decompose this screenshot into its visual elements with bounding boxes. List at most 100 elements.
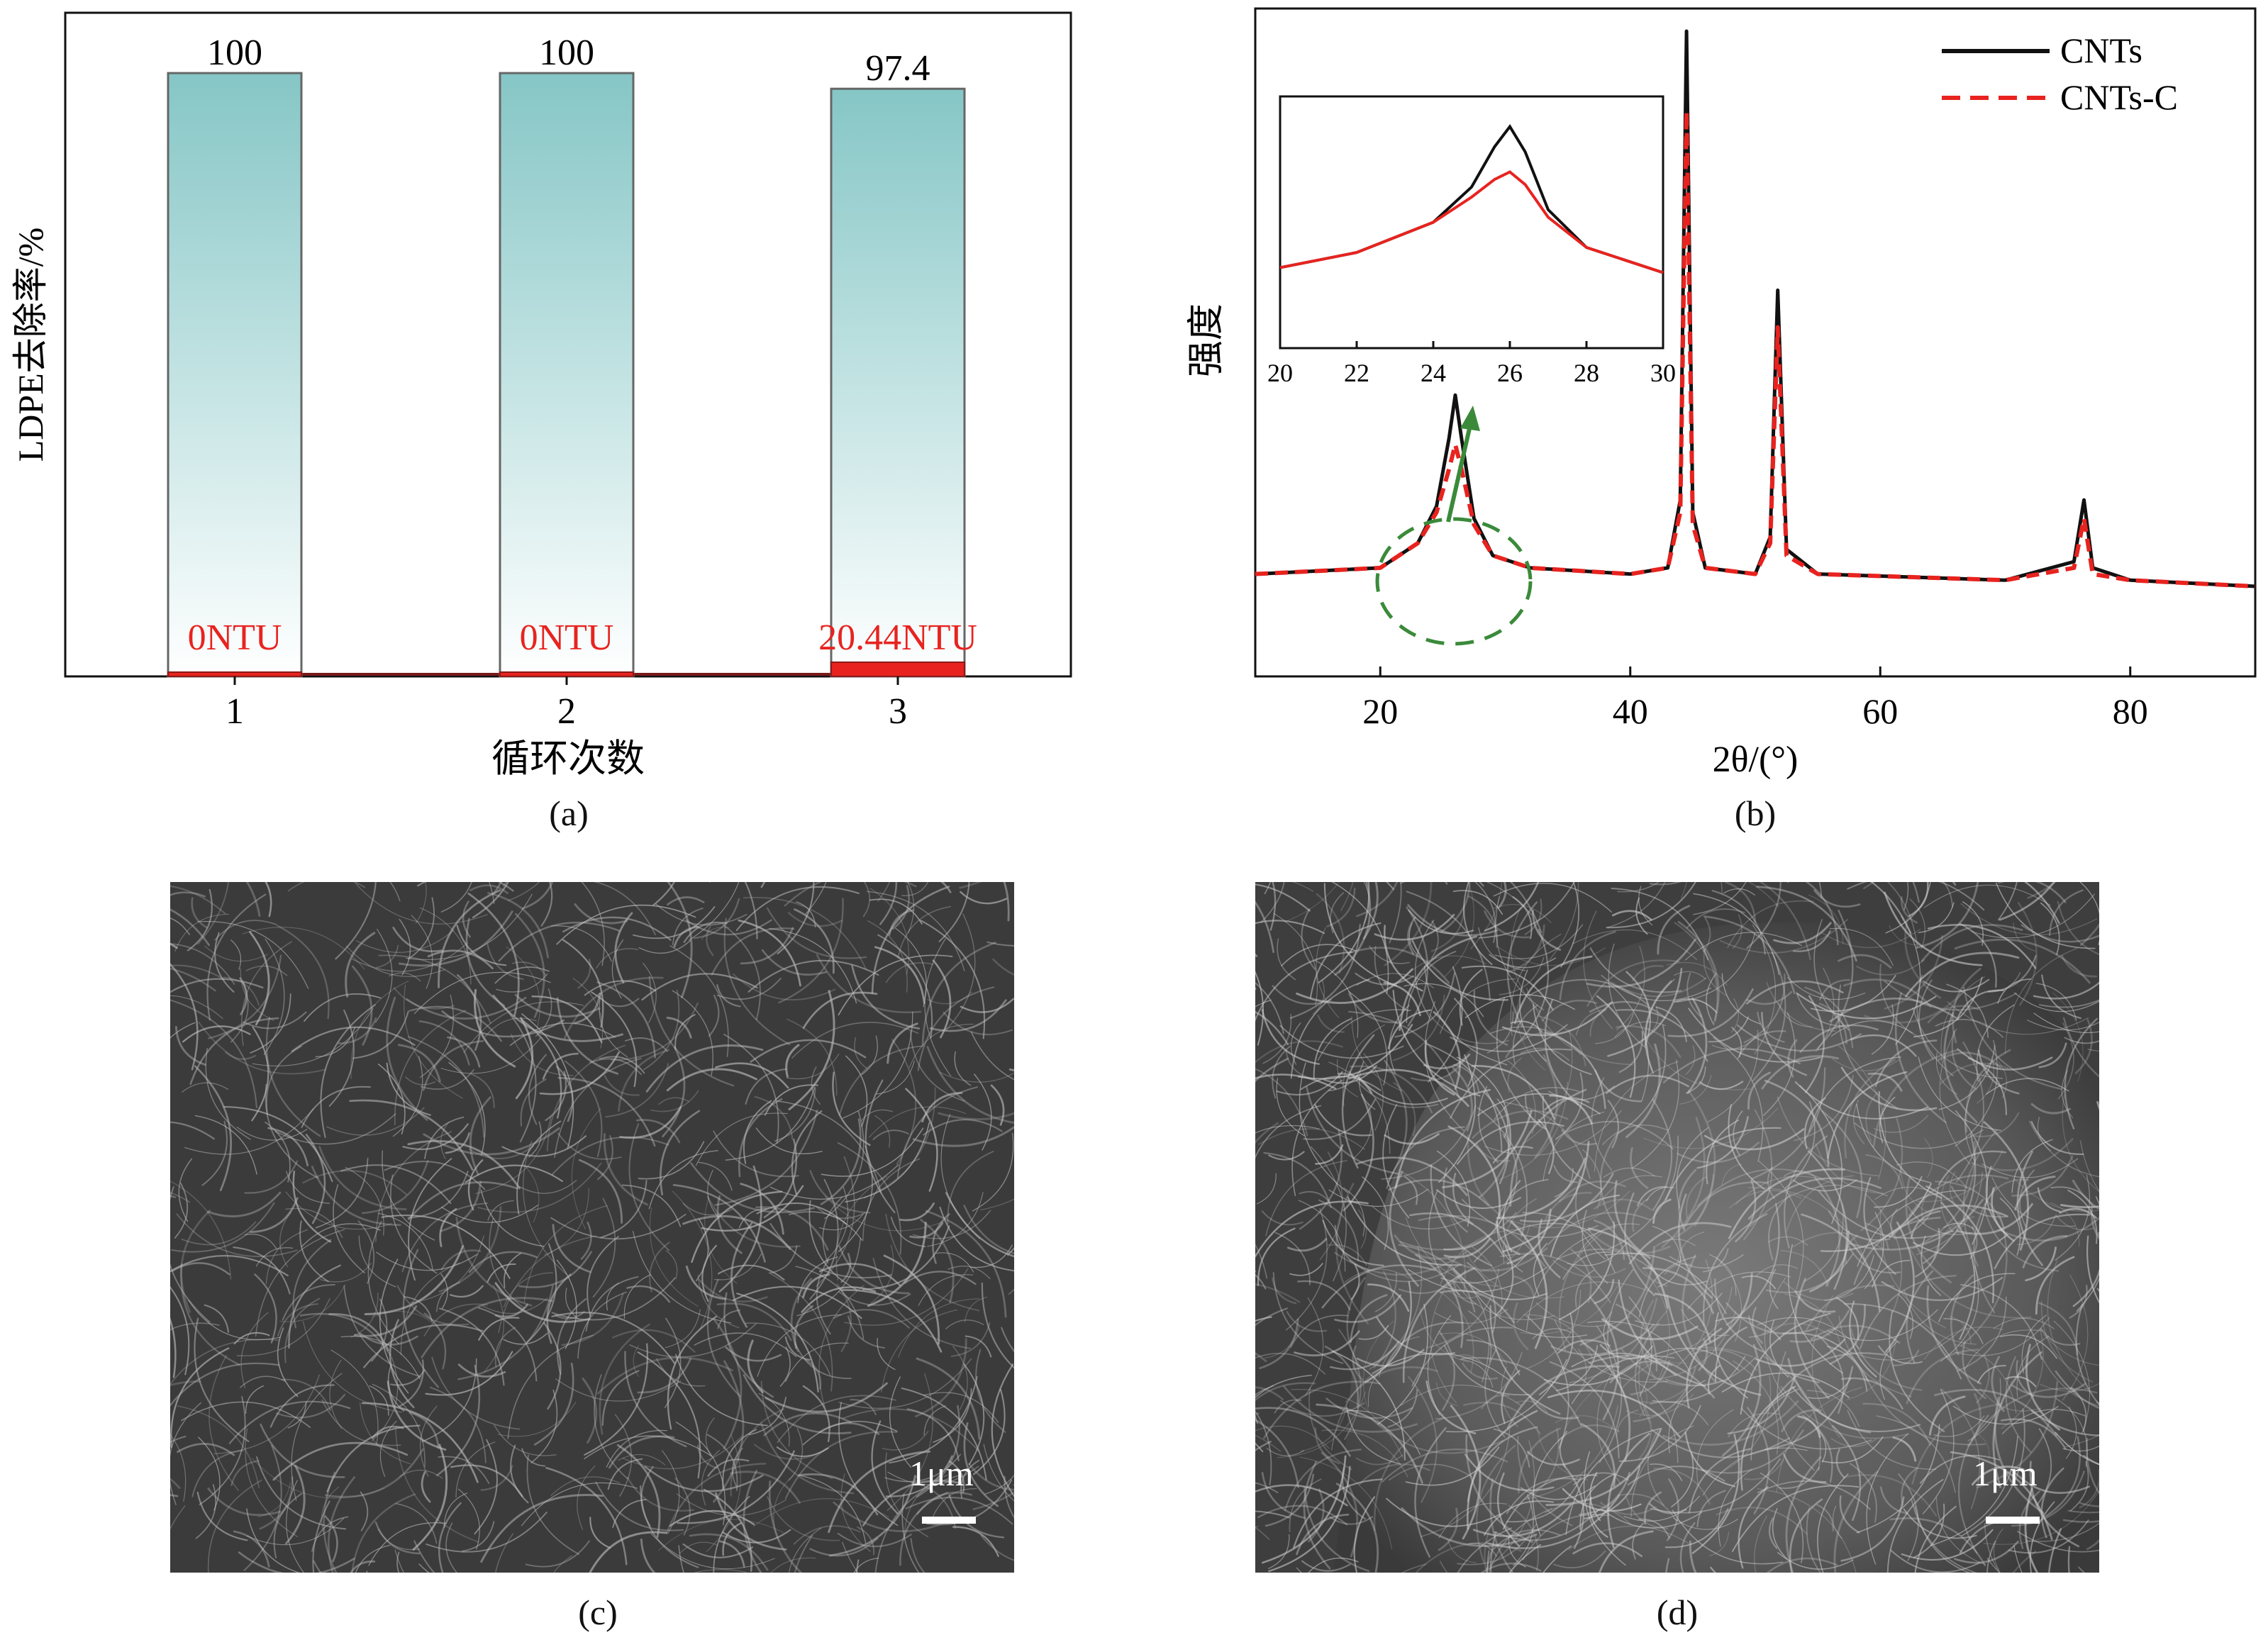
nanotube-fiber (854, 1037, 868, 1069)
nanotube-fiber (1792, 930, 1831, 952)
nanotube-fiber (835, 1176, 888, 1280)
nanotube-fiber (469, 1096, 491, 1176)
nanotube-fiber (1935, 1051, 1957, 1095)
nanotube-fiber (1964, 1329, 2042, 1371)
nanotube-fiber (557, 1076, 656, 1147)
nanotube-fiber (1426, 1268, 1500, 1349)
nanotube-fiber (1699, 1081, 1744, 1090)
nanotube-fiber (1512, 1004, 1538, 1065)
nanotube-fiber (239, 977, 248, 1015)
nanotube-fiber (1759, 882, 1811, 960)
nanotube-fiber (836, 1283, 852, 1353)
nanotube-fiber (618, 1454, 666, 1466)
nanotube-fiber (1728, 1412, 1780, 1438)
nanotube-fiber (1533, 1436, 1564, 1536)
nanotube-fiber (1643, 1491, 1662, 1525)
nanotube-fiber (556, 904, 696, 945)
nanotube-fiber (1903, 1289, 1977, 1345)
nanotube-fiber (1488, 1507, 1552, 1573)
nanotube-fiber (805, 1358, 822, 1390)
nanotube-fiber (198, 1436, 221, 1511)
nanotube-fiber (747, 1339, 764, 1394)
nanotube-fiber (1892, 1436, 1917, 1462)
nanotube-fiber (1994, 1396, 2045, 1514)
nanotube-fiber (1867, 1072, 1903, 1092)
nanotube-fiber (923, 1405, 946, 1436)
nanotube-fiber (592, 1198, 616, 1298)
nanotube-fiber (1542, 1545, 1572, 1573)
nanotube-fiber (503, 1272, 553, 1307)
nanotube-fiber (905, 1088, 938, 1192)
nanotube-fiber (1951, 967, 1981, 1044)
nanotube-fiber (299, 1220, 329, 1283)
nanotube-fiber (1998, 882, 2018, 921)
nanotube-fiber (1900, 896, 1918, 924)
nanotube-fiber (2037, 1187, 2061, 1212)
scale-bar-label: 1μm (1973, 1453, 2038, 1493)
nanotube-fiber (816, 1156, 855, 1287)
nanotube-fiber (1736, 1024, 1862, 1052)
nanotube-fiber (1511, 908, 1541, 1012)
nanotube-fiber (1557, 1248, 1660, 1276)
nanotube-fiber (1255, 1374, 1312, 1398)
nanotube-fiber (809, 1537, 879, 1557)
nanotube-fiber (1818, 1429, 1827, 1463)
nanotube-fiber (244, 1234, 277, 1250)
x-tick-label: 1 (226, 691, 244, 732)
nanotube-fiber (1817, 1473, 1849, 1573)
nanotube-fiber (766, 907, 867, 959)
sem-image-c: 1μm (170, 882, 1014, 1573)
nanotube-fiber (1484, 882, 1540, 932)
nanotube-fiber (191, 897, 208, 929)
nanotube-fiber (313, 1560, 322, 1573)
nanotube-fiber (1919, 1454, 2000, 1484)
nanotube-fiber (1374, 946, 1409, 1012)
nanotube-fiber (170, 999, 257, 1109)
nanotube-fiber (1317, 1009, 1411, 1061)
nanotube-fiber (1962, 1340, 1986, 1400)
nanotube-fiber (1329, 1340, 1400, 1371)
nanotube-fiber (1816, 910, 1854, 1050)
nanotube-fiber (1939, 1028, 1971, 1165)
nanotube-fiber (509, 1022, 616, 1047)
nanotube-fiber (516, 1120, 562, 1215)
nanotube-fiber (716, 1302, 792, 1341)
nanotube-fiber (611, 1329, 696, 1353)
nanotube-fiber (1652, 1356, 1746, 1403)
nanotube-fiber (170, 1339, 279, 1385)
nanotube-fiber (2072, 1179, 2099, 1210)
nanotube-fiber (556, 1298, 587, 1375)
nanotube-fiber (240, 1375, 286, 1388)
nanotube-fiber (906, 882, 915, 933)
nanotube-fiber (898, 1298, 979, 1358)
nanotube-fiber (577, 959, 591, 989)
nanotube-fiber (1896, 1161, 1967, 1189)
nanotube-fiber (429, 1386, 487, 1463)
nanotube-fiber (389, 1319, 415, 1409)
nanotube-fiber (1384, 1322, 1464, 1368)
nanotube-fiber (1688, 1448, 1751, 1514)
nanotube-fiber (418, 1563, 430, 1573)
nanotube-fiber (1655, 1239, 1696, 1247)
nanotube-fiber (571, 1108, 601, 1229)
nanotube-fiber (932, 1488, 977, 1518)
nanotube-fiber (1373, 1417, 1444, 1531)
nanotube-fiber (291, 1026, 416, 1052)
inset-tick-label: 30 (1650, 359, 1676, 387)
nanotube-fiber (1363, 882, 1370, 924)
nanotube-fiber (1255, 1283, 1301, 1303)
nanotube-fiber (920, 1219, 955, 1304)
nanotube-fiber (1711, 890, 1766, 955)
nanotube-fiber (1280, 1400, 1365, 1417)
nanotube-fiber (1484, 910, 1530, 939)
nanotube-fiber (818, 1263, 901, 1287)
nanotube-fiber (633, 1345, 640, 1377)
nanotube-fiber (408, 1411, 440, 1449)
nanotube-fiber (1298, 1200, 1346, 1272)
nanotube-fiber (279, 1284, 346, 1322)
nanotube-fiber (1467, 895, 1499, 948)
nanotube-fiber (392, 927, 443, 952)
nanotube-fiber (743, 1374, 852, 1434)
nanotube-fiber (965, 1335, 992, 1358)
nanotube-fiber (1662, 1048, 1801, 1083)
